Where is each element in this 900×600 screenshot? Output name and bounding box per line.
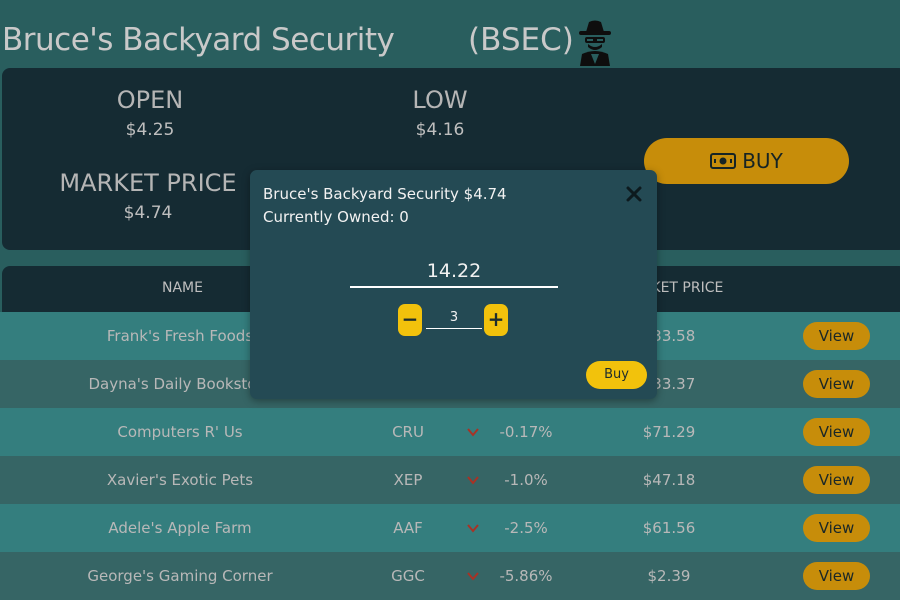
market-price-label: MARKET PRICE [59, 169, 237, 197]
open-value: $4.25 [125, 120, 175, 140]
stock-name: Xavier's Exotic Pets [106, 471, 254, 489]
buy-button[interactable]: BUY [644, 138, 849, 184]
company-title: Bruce's Backyard Security [2, 22, 395, 58]
stock-name: Dayna's Daily Bookstore [88, 375, 272, 393]
view-button[interactable]: View [803, 466, 870, 494]
stock-name: George's Gaming Corner [87, 567, 273, 585]
stock-change: -2.5% [504, 519, 548, 537]
stock-market-price: $61.56 [642, 519, 696, 537]
table-row: George's Gaming Corner GGC -5.86% $2.39 View [0, 552, 900, 600]
view-button[interactable]: View [803, 418, 870, 446]
market-price-value: $4.74 [123, 203, 173, 223]
table-row: Xavier's Exotic Pets XEP -1.0% $47.18 View [0, 456, 900, 504]
stock-change: -0.17% [499, 423, 553, 441]
decrement-button[interactable]: − [398, 304, 422, 336]
stock-change: -1.0% [504, 471, 548, 489]
open-label: OPEN [116, 86, 184, 114]
low-label: LOW [412, 86, 468, 114]
col-header-name: NAME [162, 280, 203, 296]
total-cost-field[interactable]: 14.22 [350, 260, 558, 288]
table-row: Computers R' Us CRU -0.17% $71.29 View [0, 408, 900, 456]
table-row: Adele's Apple Farm AAF -2.5% $61.56 View [0, 504, 900, 552]
ticker-symbol: (BSEC) [468, 22, 574, 58]
view-button[interactable]: View [803, 322, 870, 350]
increment-button[interactable]: + [484, 304, 508, 336]
stock-market-price: $47.18 [642, 471, 696, 489]
view-button[interactable]: View [803, 514, 870, 542]
stock-name: Adele's Apple Farm [108, 519, 252, 537]
chevron-down-icon [467, 524, 479, 533]
buy-modal: Bruce's Backyard Security $4.74 Currentl… [250, 170, 657, 399]
quantity-input[interactable]: 3 [426, 310, 482, 329]
stock-market-price: $71.29 [642, 423, 696, 441]
stock-change: -5.86% [499, 567, 553, 585]
chevron-down-icon [467, 572, 479, 581]
modal-buy-button[interactable]: Buy [586, 361, 647, 389]
chevron-down-icon [467, 428, 479, 437]
stock-name: Frank's Fresh Foods [106, 327, 254, 345]
stock-symbol: AAF [393, 519, 423, 537]
view-button[interactable]: View [803, 562, 870, 590]
buy-button-label: BUY [742, 149, 783, 173]
view-button[interactable]: View [803, 370, 870, 398]
stock-name: Computers R' Us [117, 423, 243, 441]
low-value: $4.16 [415, 120, 465, 140]
modal-owned-count: Currently Owned: 0 [263, 208, 409, 226]
stock-symbol: GGC [391, 567, 425, 585]
stock-market-price: $2.39 [647, 567, 691, 585]
stock-symbol: CRU [392, 423, 424, 441]
chevron-down-icon [467, 476, 479, 485]
stock-symbol: XEP [393, 471, 423, 489]
close-icon[interactable] [626, 186, 642, 202]
spy-icon [579, 20, 611, 66]
modal-title: Bruce's Backyard Security $4.74 [263, 185, 507, 203]
cash-icon [710, 153, 737, 169]
